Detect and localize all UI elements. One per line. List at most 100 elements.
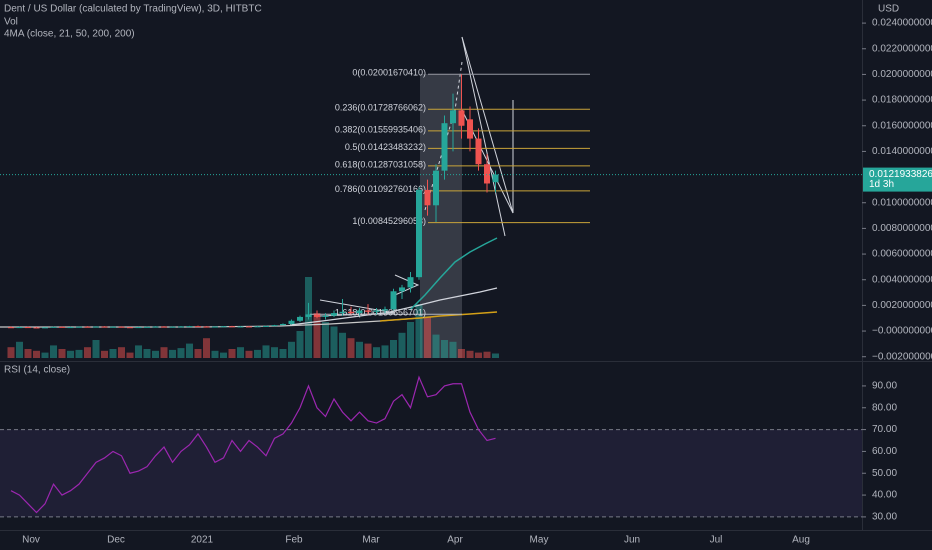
volume-bar	[475, 352, 482, 358]
volume-bar	[322, 322, 329, 358]
fib-label: 0.5(0.01423483232)	[345, 142, 426, 152]
price-tick-label: −0.00200000000	[872, 351, 932, 362]
time-label: Nov	[22, 535, 40, 546]
fib-label: 1(0.00845296053)	[352, 216, 426, 226]
volume-bar	[228, 349, 236, 358]
volume-bar	[271, 347, 278, 358]
candle-body	[373, 310, 380, 312]
candle-body	[135, 327, 142, 329]
candle-body	[50, 326, 57, 328]
volume-bar	[466, 350, 474, 358]
candle-body	[263, 325, 269, 327]
volume-bar	[390, 340, 397, 358]
candle-body	[59, 326, 65, 328]
candle-body	[101, 326, 108, 328]
volume-bar	[330, 326, 338, 358]
volume-bar	[152, 350, 159, 358]
volume-bar	[33, 350, 40, 358]
volume-bar	[169, 349, 176, 358]
ma-title: 4MA (close, 21, 50, 200, 200)	[4, 29, 135, 40]
rsi-line	[10, 375, 496, 514]
symbol-title: Dent / US Dollar (calculated by TradingV…	[4, 4, 262, 15]
volume-bar	[75, 349, 83, 358]
candle-body	[467, 119, 473, 139]
price-tick-label: 0.00800000000	[872, 223, 932, 234]
volume-bar	[432, 334, 440, 358]
candle-body	[118, 326, 125, 328]
candle-body	[492, 174, 499, 183]
candle-body	[382, 309, 388, 311]
volume-bar	[398, 332, 406, 358]
volume-bar	[347, 338, 355, 358]
volume-bar	[186, 343, 193, 358]
volume-bar	[237, 347, 244, 358]
candle-body	[280, 323, 286, 326]
price-tick-label: 0.02400000000	[872, 18, 932, 29]
volume-bar	[381, 345, 389, 358]
countdown-label: 1d 3h	[869, 179, 894, 190]
candle-body	[365, 310, 371, 312]
candle-body	[212, 326, 218, 328]
fib-label: 1.618(0.00130656701)	[335, 308, 426, 318]
volume-bar	[288, 341, 295, 358]
volume-bar	[143, 349, 151, 358]
price-tick-label: 0.00600000000	[872, 249, 932, 260]
rsi-title: RSI (14, close)	[4, 365, 70, 376]
candle-body	[407, 277, 414, 288]
fib-label: 0.382(0.01559935406)	[335, 124, 426, 134]
current-price-label: 0.01219338268	[869, 169, 932, 180]
candle-body	[390, 291, 397, 310]
volume-bar	[109, 349, 117, 358]
candle-body	[16, 327, 23, 329]
time-label: Jul	[710, 535, 723, 546]
candle-body	[161, 326, 167, 328]
time-label: Mar	[362, 535, 380, 546]
volume-bar	[254, 349, 261, 358]
volume-bar	[41, 352, 49, 358]
candle-body	[399, 287, 405, 292]
volume-bar	[101, 350, 108, 358]
volume-bar	[84, 347, 91, 358]
candle-body	[305, 314, 312, 317]
candle-body	[288, 320, 295, 324]
rsi-tick-label: 60.00	[872, 446, 897, 457]
candle-body	[237, 326, 244, 328]
candle-body	[186, 326, 193, 328]
candle-body	[271, 325, 278, 327]
candle-body	[433, 170, 439, 206]
price-tick-label: 0.02200000000	[872, 43, 932, 54]
price-tick-label: 0.01600000000	[872, 120, 932, 131]
candle-body	[416, 189, 422, 278]
price-tick-label: 0.01400000000	[872, 146, 932, 157]
rsi-tick-label: 90.00	[872, 381, 897, 392]
rsi-tick-label: 80.00	[872, 402, 897, 413]
fib-label: 0.236(0.01728766062)	[335, 103, 426, 113]
time-label: Apr	[447, 535, 463, 546]
volume-bar	[245, 350, 253, 358]
candle-body	[339, 311, 346, 314]
volume-title: Vol	[4, 17, 18, 28]
volume-bar	[194, 349, 202, 358]
volume-bar	[126, 352, 134, 358]
rsi-tick-label: 40.00	[872, 490, 897, 501]
volume-bar	[7, 347, 15, 358]
drawing-line	[461, 36, 506, 237]
volume-bar	[211, 350, 219, 358]
volume-bar	[492, 353, 499, 358]
volume-bar	[339, 332, 346, 358]
candle-body	[76, 326, 82, 328]
candle-body	[144, 326, 150, 328]
candle-body	[67, 327, 74, 329]
volume-bar	[441, 340, 448, 358]
candle-body	[195, 326, 201, 328]
ma-line	[379, 311, 498, 322]
volume-bar	[118, 347, 125, 358]
candle-body	[220, 326, 227, 328]
candle-body	[84, 326, 91, 328]
volume-bar	[16, 341, 23, 358]
time-label: Feb	[285, 535, 303, 546]
rsi-band	[0, 429, 862, 517]
volume-bar	[177, 348, 185, 358]
